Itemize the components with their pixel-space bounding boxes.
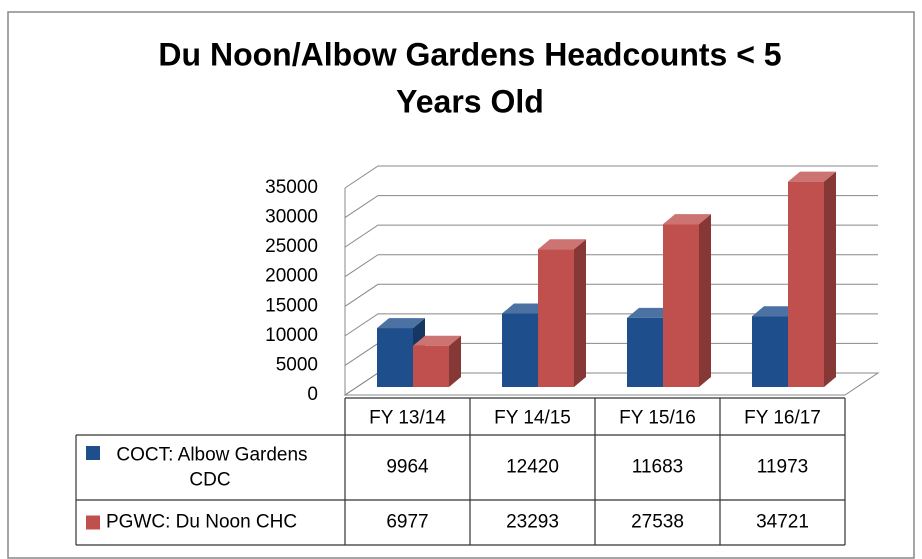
bar-side (824, 171, 836, 387)
table-cell: 34721 (756, 512, 809, 533)
legend-label: COCT: Albow Gardens CDC (116, 445, 307, 491)
legend-swatch (86, 446, 100, 460)
bar-top (413, 335, 461, 346)
bar-side (574, 239, 586, 387)
grid-line (344, 195, 878, 218)
table-cell: 12420 (506, 457, 559, 478)
y-tick-label: 25000 (265, 236, 318, 257)
grid-line (344, 313, 878, 337)
bar (538, 249, 574, 387)
y-tick-label: 0 (307, 384, 318, 405)
y-tick-label: 35000 (265, 177, 318, 198)
bar (627, 317, 663, 387)
x-tick-label: FY 14/15 (494, 408, 571, 429)
bar-side (449, 335, 461, 387)
bar-top (663, 214, 711, 225)
table-cell: 6977 (386, 512, 428, 533)
table-cell: 9964 (386, 457, 429, 478)
y-tick-label: 10000 (265, 325, 318, 346)
grid-line (344, 254, 878, 278)
grid-line (344, 283, 878, 307)
bar (413, 345, 449, 387)
bar (663, 224, 699, 387)
legend-swatch (86, 515, 100, 530)
table-cell: 23293 (506, 512, 559, 533)
bar-top (538, 239, 586, 250)
x-tick-label: FY 13/14 (369, 408, 446, 429)
y-tick-label: 30000 (265, 207, 318, 228)
chart-border (7, 11, 915, 559)
bar-top (788, 171, 836, 182)
legend-label: PGWC: Du Noon CHC (106, 512, 297, 533)
y-tick-label: 15000 (265, 295, 318, 316)
y-tick-label: 20000 (265, 266, 318, 287)
bar (377, 328, 413, 387)
grid-line (344, 165, 878, 189)
bar-top (377, 318, 425, 329)
bar (788, 181, 824, 387)
chart-title: Du Noon/Albow Gardens Headcounts < 5 (158, 36, 781, 72)
y-tick-label: 5000 (276, 354, 318, 375)
bar (752, 316, 788, 387)
table-cell: 27538 (631, 512, 684, 533)
bar (502, 313, 538, 387)
table-cell: 11973 (757, 457, 808, 478)
table-cell: 11683 (632, 457, 683, 478)
x-tick-label: FY 15/16 (619, 408, 696, 429)
chart-title: Years Old (396, 83, 544, 119)
bar-side (699, 214, 711, 387)
grid-line (344, 224, 878, 248)
x-tick-label: FY 16/17 (744, 408, 821, 429)
